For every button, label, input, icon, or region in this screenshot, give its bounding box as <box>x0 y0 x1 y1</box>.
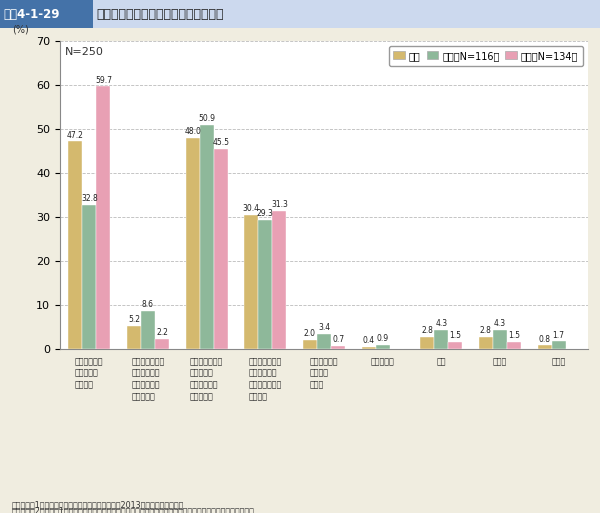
Bar <box>420 337 434 349</box>
Bar <box>376 345 390 349</box>
Text: 1.7: 1.7 <box>553 330 565 340</box>
Text: 48.0: 48.0 <box>184 127 201 136</box>
Text: 3.4: 3.4 <box>318 323 330 332</box>
Bar <box>272 211 286 349</box>
Text: 30.4: 30.4 <box>243 204 260 213</box>
Bar <box>258 220 272 349</box>
Text: 32.8: 32.8 <box>81 194 98 203</box>
Text: 0.8: 0.8 <box>539 334 551 344</box>
Bar <box>127 326 141 349</box>
Text: 31.3: 31.3 <box>271 201 288 209</box>
Text: その他: その他 <box>493 357 507 366</box>
Legend: 全体, 男性（N=116）, 女性（N=134）: 全体, 男性（N=116）, 女性（N=134） <box>389 46 583 66</box>
Bar <box>434 330 448 349</box>
Bar <box>479 337 493 349</box>
Bar <box>185 138 200 349</box>
FancyBboxPatch shape <box>0 0 93 28</box>
Bar <box>303 340 317 349</box>
Bar <box>82 205 97 349</box>
Text: 2．「この1年間の消費者被害について誰かに相談しましたか」との問に「相談した」と回答した人に: 2．「この1年間の消費者被害について誰かに相談しましたか」との問に「相談した」と… <box>12 506 255 513</box>
Text: 対して、「相談をした相手は」との問に対する回答。（複数回答可）: 対して、「相談をした相手は」との問に対する回答。（複数回答可） <box>12 512 193 513</box>
Bar <box>200 125 214 349</box>
FancyBboxPatch shape <box>93 0 600 28</box>
Bar <box>141 311 155 349</box>
Text: 1.5: 1.5 <box>449 331 461 341</box>
Text: 1.5: 1.5 <box>508 331 520 341</box>
Text: 2.8: 2.8 <box>421 326 433 335</box>
Text: 弁護士、司法
書士等の
専門家: 弁護士、司法 書士等の 専門家 <box>310 357 338 390</box>
Text: 45.5: 45.5 <box>212 138 229 147</box>
Text: 市区町村や消費
生活センター
等の行政機関
の相談窓口: 市区町村や消費 生活センター 等の行政機関 の相談窓口 <box>131 357 164 402</box>
Bar <box>551 341 566 349</box>
Text: 50.9: 50.9 <box>198 114 215 123</box>
Text: 女性は被害を身近な人に相談する傾向: 女性は被害を身近な人に相談する傾向 <box>96 8 223 21</box>
Bar <box>362 347 376 349</box>
Text: 5.2: 5.2 <box>128 315 140 324</box>
Text: 59.7: 59.7 <box>95 75 112 85</box>
Text: 2.8: 2.8 <box>480 326 492 335</box>
Bar <box>68 141 82 349</box>
Text: 図表4-1-29: 図表4-1-29 <box>3 8 59 21</box>
Text: 8.6: 8.6 <box>142 300 154 309</box>
Text: 商品・サービス
の勧誘や販売
を行う販売店、
代理店等: 商品・サービス の勧誘や販売 を行う販売店、 代理店等 <box>249 357 282 402</box>
Text: （備考）　1．消費者庁「消費者意識基本調査」（2013年度）により作成。: （備考） 1．消費者庁「消費者意識基本調査」（2013年度）により作成。 <box>12 500 184 509</box>
Text: 無回答: 無回答 <box>551 357 566 366</box>
Bar <box>331 346 345 349</box>
Text: 47.2: 47.2 <box>67 130 83 140</box>
Text: 消費者団体: 消費者団体 <box>371 357 395 366</box>
Text: 0.9: 0.9 <box>377 334 389 343</box>
Text: 0.4: 0.4 <box>362 337 374 345</box>
Text: 4.3: 4.3 <box>494 319 506 328</box>
Bar <box>244 215 258 349</box>
Text: 29.3: 29.3 <box>257 209 274 218</box>
Bar <box>97 86 110 349</box>
Text: 2.0: 2.0 <box>304 329 316 338</box>
Text: 0.7: 0.7 <box>332 335 344 344</box>
Bar <box>155 339 169 349</box>
Bar <box>493 330 507 349</box>
Text: 警察: 警察 <box>437 357 446 366</box>
Text: N=250: N=250 <box>65 47 104 57</box>
Text: 商品やサービス
の提供元で
あるメーカー
等の事業者: 商品やサービス の提供元で あるメーカー 等の事業者 <box>190 357 223 402</box>
Bar <box>317 334 331 349</box>
Text: (%): (%) <box>13 25 29 35</box>
Text: 2.2: 2.2 <box>156 328 168 338</box>
Bar <box>214 149 228 349</box>
Bar <box>448 342 463 349</box>
Text: 4.3: 4.3 <box>435 319 448 328</box>
Text: 家族、知人、
身近な人、
同僚等の: 家族、知人、 身近な人、 同僚等の <box>75 357 104 390</box>
Bar <box>538 345 551 349</box>
Bar <box>507 342 521 349</box>
